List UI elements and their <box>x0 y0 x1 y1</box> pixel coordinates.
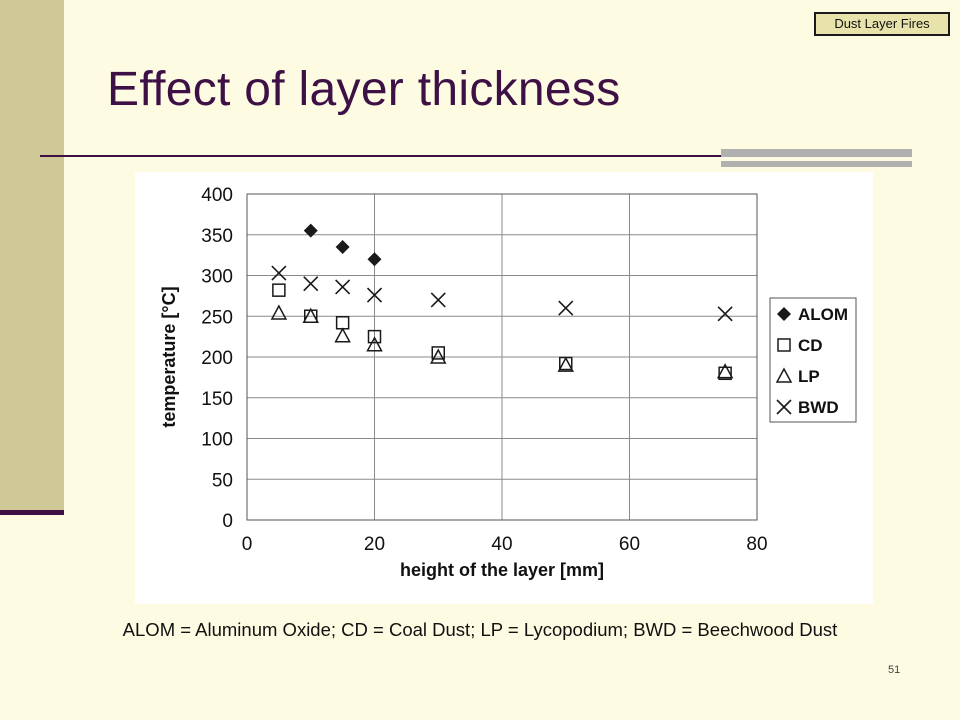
x-tick-label: 20 <box>364 534 385 555</box>
scatter-chart: 0 50 100 150 200 250 300 350 400 0 20 40 60 80 height … <box>159 185 857 580</box>
page-number: 51 <box>888 664 901 676</box>
section-badge: Dust Layer Fires <box>814 12 950 36</box>
legend-label-cd: CD <box>798 336 823 355</box>
legend-label-bwd: BWD <box>798 398 839 417</box>
data-point-cd <box>431 346 445 360</box>
legend-marker-alom <box>777 307 791 321</box>
title-rule-accent-lower <box>721 161 912 167</box>
data-point-lp <box>334 327 351 343</box>
title-rule <box>40 155 912 157</box>
legend-label-lp: LP <box>798 367 820 386</box>
data-point-bwd <box>717 306 733 322</box>
y-tick-label: 0 <box>222 511 233 532</box>
x-tick-label: 80 <box>746 534 767 555</box>
title-rule-accent <box>721 149 912 157</box>
sidebar-band <box>0 0 64 510</box>
data-point-bwd <box>271 265 287 281</box>
legend-marker-lp <box>775 367 793 383</box>
x-tick-label: 60 <box>619 534 640 555</box>
y-axis-label: temperature [°C] <box>159 286 179 427</box>
data-point-lp <box>270 304 288 320</box>
y-tick-label: 200 <box>201 348 233 369</box>
legend-marker-bwd <box>776 399 792 415</box>
legend-marker-cd <box>777 338 791 352</box>
y-tick-label: 50 <box>212 470 233 491</box>
slide-title: Effect of layer thickness <box>107 63 621 116</box>
data-point-cd <box>335 316 350 330</box>
sidebar-rule <box>0 510 64 515</box>
data-point-alom <box>303 223 318 238</box>
legend-label-alom: ALOM <box>798 305 848 324</box>
legend-caption: ALOM = Aluminum Oxide; CD = Coal Dust; L… <box>122 619 838 640</box>
data-point-bwd <box>303 276 319 292</box>
plot-frame <box>246 193 758 521</box>
data-point-alom <box>335 239 350 254</box>
y-tick-label: 100 <box>201 430 233 451</box>
data-point-lp <box>302 307 320 323</box>
data-point-cd <box>718 366 732 381</box>
data-point-lp <box>366 336 383 352</box>
x-axis-label: height of the layer [mm] <box>400 560 604 580</box>
y-tick-label: 400 <box>201 185 233 206</box>
data-point-lp <box>557 356 575 372</box>
data-point-alom <box>367 252 382 267</box>
data-point-bwd <box>558 300 574 316</box>
y-tick-label: 150 <box>201 389 233 410</box>
x-tick-label: 0 <box>242 534 253 555</box>
y-tick-label: 350 <box>201 226 233 247</box>
data-point-bwd <box>430 292 446 308</box>
data-point-lp <box>716 363 734 379</box>
data-point-cd <box>367 329 382 344</box>
x-tick-label: 40 <box>491 534 512 555</box>
chart-panel: 0 50 100 150 200 250 300 350 400 0 20 40 60 80 height … <box>135 172 873 604</box>
data-point-cd <box>272 283 286 297</box>
data-point-lp <box>429 348 447 364</box>
y-tick-label: 300 <box>201 267 233 288</box>
data-point-bwd <box>366 287 383 303</box>
data-point-bwd <box>335 279 351 295</box>
y-tick-label: 250 <box>201 307 233 328</box>
